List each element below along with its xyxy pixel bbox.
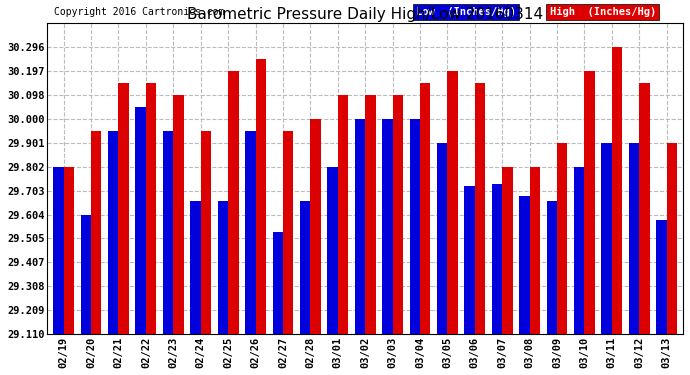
Bar: [53, 166, 63, 334]
Text: Copyright 2016 Cartronics.com: Copyright 2016 Cartronics.com: [54, 7, 224, 17]
Bar: [201, 131, 211, 334]
Bar: [475, 83, 485, 334]
Bar: [639, 83, 649, 334]
Bar: [355, 118, 365, 334]
Bar: [81, 214, 91, 334]
Bar: [300, 201, 310, 334]
Bar: [327, 166, 337, 334]
Bar: [530, 166, 540, 334]
Bar: [667, 142, 677, 334]
Bar: [602, 142, 612, 334]
Bar: [91, 131, 101, 334]
Bar: [255, 59, 266, 334]
Bar: [173, 95, 184, 334]
Bar: [108, 131, 119, 334]
Bar: [447, 71, 457, 334]
Bar: [656, 220, 667, 334]
Bar: [365, 95, 375, 334]
Bar: [310, 118, 321, 334]
Bar: [382, 118, 393, 334]
Bar: [393, 95, 403, 334]
Bar: [519, 196, 530, 334]
Bar: [163, 131, 173, 334]
Bar: [584, 71, 595, 334]
Bar: [464, 186, 475, 334]
Bar: [119, 83, 129, 334]
Bar: [245, 131, 255, 334]
Bar: [283, 131, 293, 334]
Bar: [273, 232, 283, 334]
Bar: [612, 47, 622, 334]
Bar: [502, 166, 513, 334]
Bar: [337, 95, 348, 334]
Bar: [574, 166, 584, 334]
Bar: [420, 83, 431, 334]
Bar: [228, 71, 239, 334]
Bar: [146, 83, 157, 334]
Title: Barometric Pressure Daily High/Low 20160314: Barometric Pressure Daily High/Low 20160…: [187, 7, 543, 22]
Bar: [437, 142, 447, 334]
Text: Low  (Inches/Hg): Low (Inches/Hg): [416, 7, 516, 17]
Bar: [546, 201, 557, 334]
Bar: [63, 166, 74, 334]
Bar: [492, 184, 502, 334]
Bar: [557, 142, 567, 334]
Text: High  (Inches/Hg): High (Inches/Hg): [549, 7, 656, 17]
Bar: [629, 142, 639, 334]
Bar: [410, 118, 420, 334]
Bar: [190, 201, 201, 334]
Bar: [217, 201, 228, 334]
Bar: [135, 106, 146, 334]
